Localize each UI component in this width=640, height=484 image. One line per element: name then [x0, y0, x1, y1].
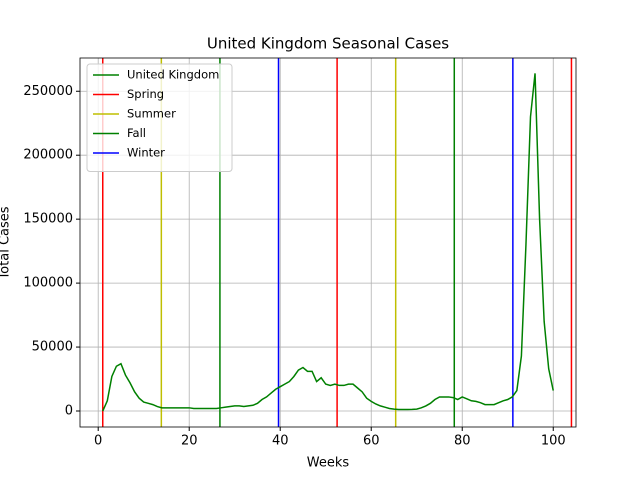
x-tick-label: 0 — [94, 434, 102, 449]
y-tick-label: 200000 — [23, 148, 73, 163]
legend-box — [86, 63, 233, 172]
legend-label: Summer — [127, 107, 176, 121]
y-tick-label: 150000 — [23, 212, 73, 227]
y-tick-label: 50000 — [32, 340, 73, 355]
legend-label: United Kingdom — [127, 68, 219, 82]
x-tick-label: 40 — [272, 434, 289, 449]
x-tick-label: 80 — [454, 434, 471, 449]
legend: United Kingdom Spring Summer Fall Winter — [86, 63, 233, 172]
x-tick-label: 100 — [541, 434, 566, 449]
line — [102, 73, 554, 412]
legend-label: Fall — [127, 126, 146, 140]
legend-label: Spring — [127, 87, 164, 101]
x-tick-label: 20 — [181, 434, 198, 449]
x-axis-label: Weeks — [307, 456, 350, 471]
x-tick-label: 60 — [363, 434, 380, 449]
y-tick-label: 100000 — [23, 276, 73, 291]
axes-frame — [79, 57, 577, 428]
y-tick-label: 250000 — [23, 84, 73, 99]
chart-title: United Kingdom Seasonal Cases — [207, 35, 449, 53]
y-tick-label: 0 — [65, 404, 73, 419]
y-axis-label: Total Cases — [0, 206, 13, 280]
legend-label: Winter — [127, 146, 165, 160]
